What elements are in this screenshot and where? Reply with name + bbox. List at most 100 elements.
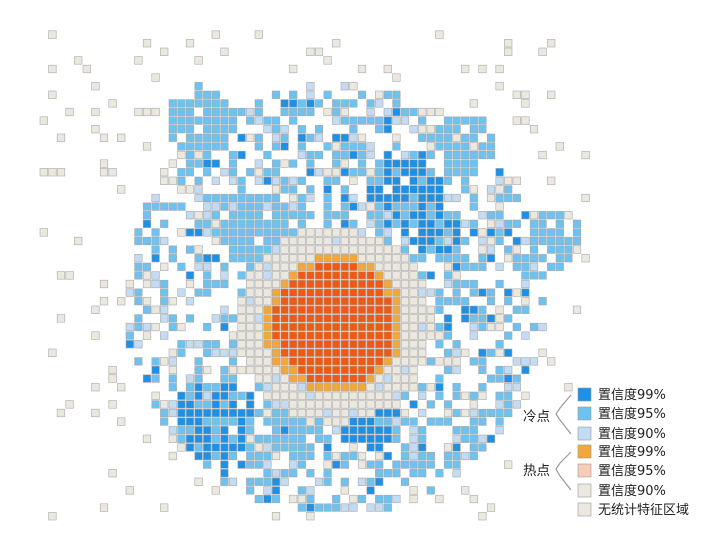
grid-cell-hot-99 <box>323 348 332 357</box>
grid-cell-cold-99 <box>400 168 410 177</box>
grid-cell-hot-90 <box>289 262 298 271</box>
grid-cell-cold-90 <box>160 305 169 314</box>
grid-cell-hot-90 <box>306 228 315 237</box>
grid-cell-hot-90 <box>409 340 418 349</box>
grid-cell-cold-95 <box>254 254 263 263</box>
grid-cell-cold-99 <box>177 417 186 426</box>
grid-cell-cold-95 <box>203 417 212 426</box>
grid-cell-hot-90 <box>400 322 410 332</box>
grid-cell-hot-90 <box>400 357 410 366</box>
grid-cell-no-stat <box>220 47 229 56</box>
grid-cell-no-stat <box>452 133 461 142</box>
grid-cell-cold-95 <box>314 503 324 512</box>
grid-cell-no-stat <box>48 90 57 99</box>
grid-cell-cold-99 <box>443 245 453 254</box>
grid-cell-hot-99 <box>349 279 358 289</box>
grid-cell-cold-95 <box>263 116 272 125</box>
grid-cell-cold-95 <box>203 193 212 203</box>
grid-cell-no-stat <box>340 486 349 495</box>
grid-cell-cold-95 <box>228 107 238 117</box>
grid-cell-cold-95 <box>314 434 324 443</box>
grid-cell-no-stat <box>74 56 83 65</box>
grid-cell-cold-95 <box>538 297 547 306</box>
grid-cell-cold-99 <box>332 133 341 142</box>
grid-cell-hot-99 <box>323 331 332 340</box>
grid-cell-hot-90 <box>237 322 246 332</box>
grid-cell-no-stat <box>289 64 298 74</box>
grid-cell-hot-90 <box>383 262 392 271</box>
grid-cell-cold-95 <box>461 142 470 151</box>
grid-cell-cold-95 <box>435 133 444 142</box>
grid-cell-cold-95 <box>160 408 169 418</box>
grid-cell-cold-99 <box>383 125 392 134</box>
grid-cell-cold-95 <box>263 193 272 203</box>
grid-cell-cold-99 <box>340 133 349 142</box>
grid-cell-cold-99 <box>486 314 496 323</box>
grid-cell-cold-99 <box>203 254 212 263</box>
grid-cell-hot-99 <box>340 374 349 383</box>
grid-cell-cold-95 <box>168 314 177 323</box>
grid-cell-cold-95 <box>426 133 435 142</box>
grid-cell-no-stat <box>108 99 117 108</box>
grid-cell-cold-95 <box>418 460 427 469</box>
grid-cell-no-stat <box>48 348 57 357</box>
grid-cell-cold-99 <box>237 133 246 142</box>
grid-cell-cold-99 <box>349 202 358 211</box>
grid-cell-cold-95 <box>323 503 332 512</box>
grid-cell-cold-99 <box>177 391 186 400</box>
grid-cell-cold-95 <box>203 125 212 134</box>
grid-cell-hot-99 <box>323 288 332 297</box>
grid-cell-hot-90 <box>263 374 272 383</box>
grid-cell-cold-99 <box>409 176 418 185</box>
grid-cell-cold-99 <box>194 426 203 435</box>
grid-cell-cold-95 <box>211 426 220 435</box>
grid-cell-cold-95 <box>486 133 496 142</box>
grid-cell-cold-95 <box>461 262 470 271</box>
grid-cell-cold-95 <box>211 434 220 443</box>
grid-cell-cold-95 <box>495 228 504 237</box>
grid-cell-no-stat <box>211 30 220 39</box>
grid-cell-cold-95 <box>211 142 220 151</box>
grid-cell-hot-90 <box>246 279 255 289</box>
legend-cold-brace <box>555 394 572 435</box>
grid-cell-cold-95 <box>469 202 478 211</box>
grid-cell-cold-95 <box>194 176 203 185</box>
grid-cell-cold-90 <box>263 125 272 134</box>
grid-cell-cold-95 <box>400 443 410 452</box>
grid-cell-cold-95 <box>177 340 186 349</box>
grid-cell-no-stat <box>160 176 169 185</box>
grid-cell-hot-90 <box>246 314 255 323</box>
grid-cell-hot-90 <box>400 271 410 280</box>
grid-cell-hot-90 <box>237 331 246 340</box>
grid-cell-hot-90 <box>349 400 358 409</box>
grid-cell-cold-90 <box>314 477 324 486</box>
grid-cell-cold-95 <box>134 288 143 297</box>
grid-cell-cold-90 <box>314 168 324 177</box>
grid-cell-cold-95 <box>271 168 281 177</box>
grid-cell-cold-95 <box>271 193 281 203</box>
grid-cell-cold-95 <box>357 159 367 168</box>
grid-cell-cold-90 <box>521 357 530 366</box>
grid-cell-cold-99 <box>271 486 281 495</box>
grid-cell-cold-95 <box>452 159 461 168</box>
grid-cell-no-stat <box>39 168 48 177</box>
grid-cell-cold-95 <box>323 202 332 211</box>
grid-cell-cold-95 <box>512 262 521 271</box>
grid-cell-cold-95 <box>271 408 281 418</box>
grid-cell-cold-99 <box>435 245 444 254</box>
grid-cell-hot-90 <box>246 271 255 280</box>
grid-cell-cold-95 <box>134 357 143 366</box>
grid-cell-no-stat <box>521 391 530 400</box>
grid-cell-no-stat <box>564 383 573 392</box>
grid-cell-cold-90 <box>529 357 539 366</box>
grid-cell-cold-95 <box>392 168 401 177</box>
grid-cell-cold-90 <box>280 125 289 134</box>
grid-cell-cold-95 <box>297 193 306 203</box>
grid-cell-cold-95 <box>323 477 332 486</box>
grid-cell-hot-99 <box>306 374 315 383</box>
grid-cell-hot-90 <box>418 297 427 306</box>
grid-cell-no-stat <box>375 451 384 461</box>
grid-cell-hot-99 <box>297 279 306 289</box>
grid-cell-cold-95 <box>297 434 306 443</box>
grid-cell-cold-95 <box>452 116 461 125</box>
